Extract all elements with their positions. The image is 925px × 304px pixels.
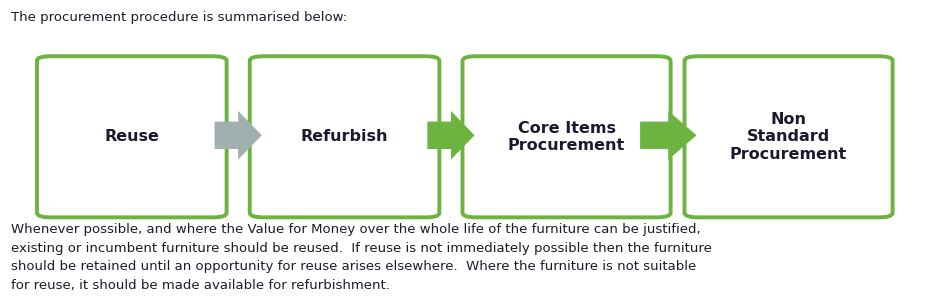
Text: Refurbish: Refurbish: [301, 129, 388, 144]
Polygon shape: [215, 111, 262, 160]
FancyBboxPatch shape: [462, 56, 671, 217]
Text: The procurement procedure is summarised below:: The procurement procedure is summarised …: [11, 11, 347, 24]
FancyBboxPatch shape: [37, 56, 227, 217]
Text: Non
Standard
Procurement: Non Standard Procurement: [730, 112, 847, 162]
Polygon shape: [640, 111, 697, 160]
Text: Reuse: Reuse: [105, 129, 159, 144]
FancyBboxPatch shape: [684, 56, 893, 217]
Text: Core Items
Procurement: Core Items Procurement: [508, 121, 625, 153]
Polygon shape: [427, 111, 475, 160]
Text: Whenever possible, and where the Value for Money over the whole life of the furn: Whenever possible, and where the Value f…: [11, 223, 712, 292]
FancyBboxPatch shape: [250, 56, 439, 217]
